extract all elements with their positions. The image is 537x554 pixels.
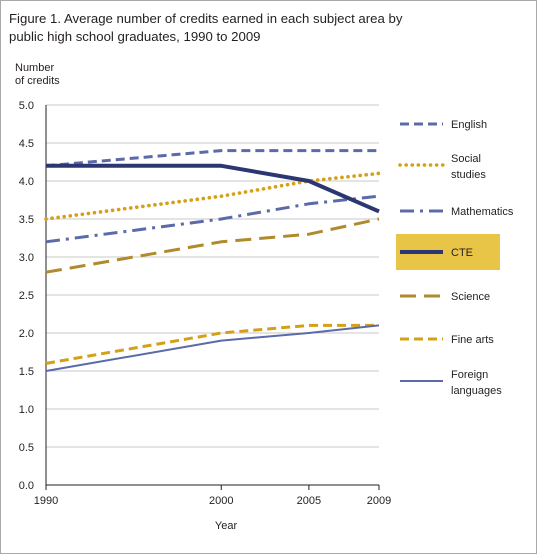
legend: English Social studies Mathematics CTE Scienc…: [396, 119, 514, 397]
y-tick-label: 4.0: [19, 176, 34, 188]
legend-label: studies: [451, 169, 486, 181]
y-tick-label: 2.0: [19, 328, 34, 340]
legend-label: Mathematics: [451, 206, 514, 218]
legend-label: Foreign: [451, 369, 488, 381]
legend-label: English: [451, 119, 487, 131]
series-line-cte: [46, 163, 380, 214]
chart-title: Figure 1. Average number of credits earn…: [9, 11, 403, 44]
y-tick-label: 5.0: [19, 100, 34, 112]
x-tick-label: 2000: [209, 495, 233, 507]
y-tick-labels: 0.0 0.5 1.0 1.5 2.0 2.5 3.0 3.5 4.0 4.5 5.0: [19, 100, 34, 492]
y-tick-label: 0.0: [19, 480, 34, 492]
x-axis-label: Year: [215, 520, 238, 532]
y-tick-label: 3.0: [19, 252, 34, 264]
gridlines: [46, 104, 379, 448]
y-tick-label: 0.5: [19, 442, 34, 454]
y-axis-label-line: Number: [15, 62, 54, 74]
x-tick-labels: 1990 2000 2005 2009: [34, 485, 391, 507]
legend-label: Social: [451, 153, 481, 165]
axes: [45, 105, 379, 486]
y-tick-label: 1.0: [19, 404, 34, 416]
series-line-foreign-languages: [45, 324, 380, 372]
series-lines: [44, 149, 381, 372]
y-tick-label: 2.5: [19, 290, 34, 302]
series-line-mathematics: [45, 194, 380, 244]
series-line-english: [45, 149, 379, 168]
x-tick-label: 2005: [297, 495, 321, 507]
x-tick-label: 1990: [34, 495, 58, 507]
series-line-science: [45, 217, 380, 274]
chart-title-line: Figure 1. Average number of credits earn…: [9, 11, 403, 26]
x-tick-label: 2009: [367, 495, 391, 507]
y-axis-label-line: of credits: [15, 75, 60, 87]
series-line-fine-arts: [45, 323, 379, 365]
legend-label: languages: [451, 385, 502, 397]
legend-label: CTE: [451, 247, 473, 259]
y-tick-label: 4.5: [19, 138, 34, 150]
chart-title-line: public high school graduates, 1990 to 20…: [9, 29, 260, 44]
series-line-social-studies: [44, 171, 381, 221]
legend-label: Fine arts: [451, 334, 494, 346]
legend-label: Science: [451, 291, 490, 303]
y-tick-label: 3.5: [19, 214, 34, 226]
y-tick-label: 1.5: [19, 366, 34, 378]
